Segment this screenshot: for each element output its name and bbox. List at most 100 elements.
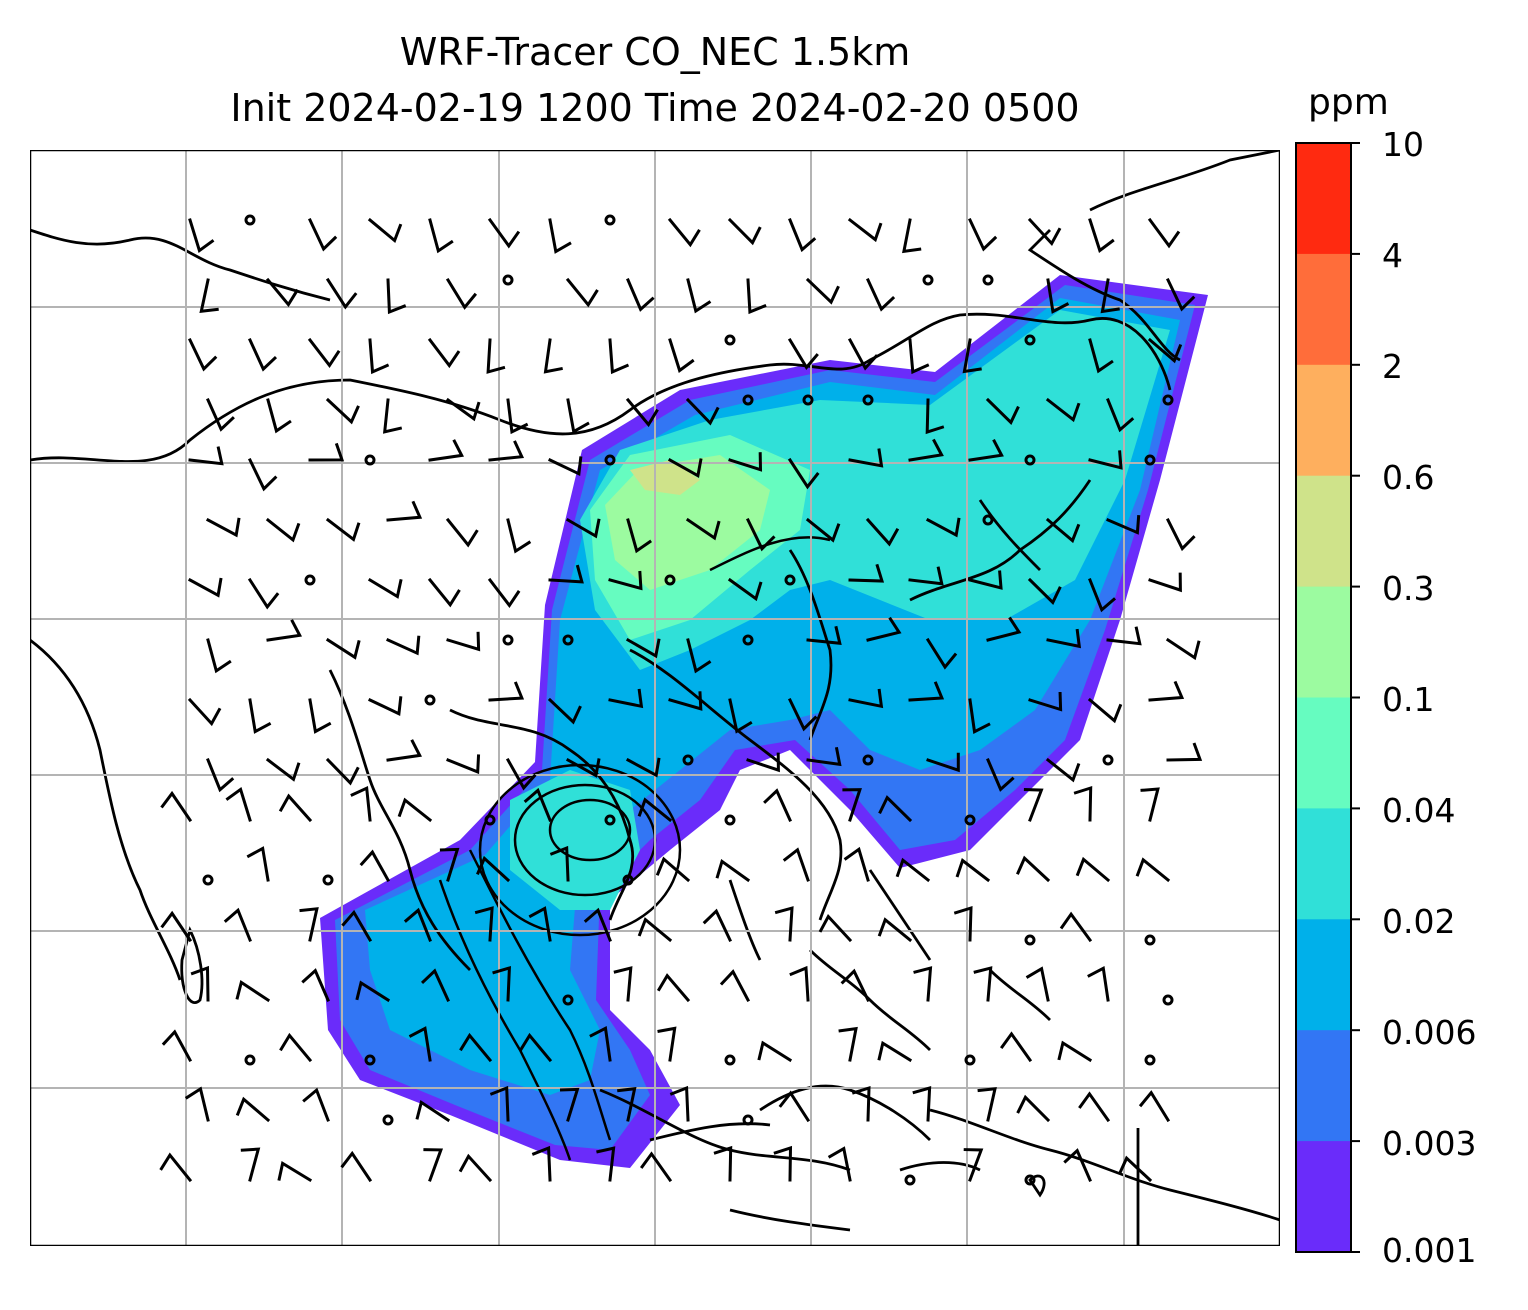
wind-barb	[963, 1148, 984, 1182]
calm-wind-marker	[742, 634, 754, 646]
wind-barb	[307, 337, 341, 368]
wind-barb	[492, 965, 511, 1002]
wind-barb	[1135, 857, 1171, 883]
wind-barb	[1106, 626, 1142, 646]
wind-barb	[301, 968, 330, 1002]
wind-barb	[1000, 1031, 1033, 1063]
wind-barb	[1045, 517, 1081, 544]
wind-barb	[566, 398, 590, 434]
wind-barb	[986, 758, 1015, 792]
wind-barb	[1166, 742, 1203, 762]
wind-barb	[1165, 637, 1201, 661]
wind-barb	[386, 278, 407, 315]
colorbar-segment	[1296, 919, 1351, 1031]
wind-barb	[877, 1040, 913, 1063]
wind-barb	[763, 788, 792, 822]
map-title-line2: Init 2024-02-19 1200 Time 2024-02-20 050…	[230, 86, 1080, 130]
wind-barb	[902, 218, 922, 254]
wind-barb	[1106, 398, 1135, 433]
colorbar-segment	[1296, 697, 1351, 809]
calm-wind-marker	[964, 1054, 976, 1066]
wind-barb	[246, 846, 270, 882]
wind-barb	[842, 788, 862, 822]
wind-barb	[789, 965, 810, 1002]
colorbar-unit-label: ppm	[1308, 82, 1389, 123]
wind-barb	[1027, 577, 1062, 606]
wind-barb	[549, 845, 570, 882]
wind-barb	[746, 752, 780, 773]
wind-barb	[308, 698, 332, 734]
wind-barb	[368, 696, 403, 716]
colorbar-segment	[1296, 364, 1351, 477]
wind-barb	[926, 752, 960, 773]
wind-barb	[420, 968, 450, 1002]
wind-barb	[1075, 856, 1111, 883]
wind-barb	[266, 398, 292, 434]
wind-barb	[265, 517, 301, 543]
wind-barb	[397, 797, 433, 823]
wind-barb	[827, 1146, 852, 1182]
wind-barb	[559, 1087, 580, 1122]
wind-barb	[299, 907, 319, 942]
wind-barb	[265, 757, 301, 782]
calm-wind-marker	[724, 1054, 736, 1066]
wind-barb	[908, 338, 930, 375]
colorbar-tick-label: 2	[1382, 347, 1403, 386]
colorbar-tick-label: 0.006	[1382, 1013, 1477, 1052]
calm-wind-marker	[604, 214, 616, 226]
wind-barb	[1118, 1155, 1153, 1183]
wind-barb	[1166, 278, 1196, 312]
wind-barb	[1045, 757, 1081, 783]
wind-barb	[727, 577, 763, 602]
wind-barb	[625, 757, 661, 778]
calm-wind-marker	[1024, 454, 1036, 466]
calm-wind-marker	[862, 394, 874, 406]
wind-barb	[715, 858, 751, 883]
wind-barb	[1147, 337, 1183, 364]
wind-barb	[877, 917, 913, 943]
wind-barb	[489, 1085, 510, 1122]
wind-barb	[840, 968, 871, 1003]
wind-barb	[325, 637, 361, 660]
wind-barb	[547, 697, 582, 725]
wind-barb	[266, 619, 303, 642]
wind-barb	[866, 278, 896, 312]
calm-wind-marker	[742, 1114, 754, 1126]
wind-barb	[1088, 338, 1114, 374]
calm-wind-marker	[1024, 934, 1036, 946]
wind-barb	[583, 907, 612, 942]
wind-barb	[613, 966, 633, 1002]
colorbar-segment	[1296, 1141, 1351, 1253]
colorbar-tick-label: 0.001	[1382, 1231, 1477, 1270]
wind-barb	[757, 1040, 793, 1063]
wind-barb	[350, 785, 372, 822]
wind-barb	[774, 906, 794, 942]
map-svg	[28, 148, 1282, 1248]
wind-barb	[187, 577, 223, 598]
wind-barb	[773, 1145, 793, 1182]
wind-barb	[415, 1099, 451, 1123]
wind-barb	[159, 1152, 193, 1183]
map-panel	[28, 148, 1282, 1248]
calm-wind-marker	[682, 754, 694, 766]
wind-barb	[235, 1096, 271, 1123]
wind-barb	[955, 858, 991, 883]
wind-barb	[1045, 397, 1081, 423]
wind-barb	[205, 517, 241, 538]
wind-barb	[847, 217, 883, 243]
wind-barb	[428, 218, 454, 254]
wind-barb	[637, 917, 673, 943]
wind-barb	[359, 849, 391, 883]
wind-barb	[912, 1085, 932, 1122]
wind-barb	[403, 907, 432, 942]
wind-barb	[308, 442, 345, 462]
wind-barb	[382, 398, 403, 434]
wind-barb	[1088, 450, 1123, 470]
wind-barb	[668, 691, 703, 711]
calm-wind-marker	[244, 1054, 256, 1066]
wind-barb	[787, 337, 819, 370]
wind-barb	[1078, 1091, 1111, 1123]
wind-barb	[713, 1145, 733, 1182]
wind-barb	[506, 518, 532, 554]
wind-barb	[340, 1150, 373, 1183]
